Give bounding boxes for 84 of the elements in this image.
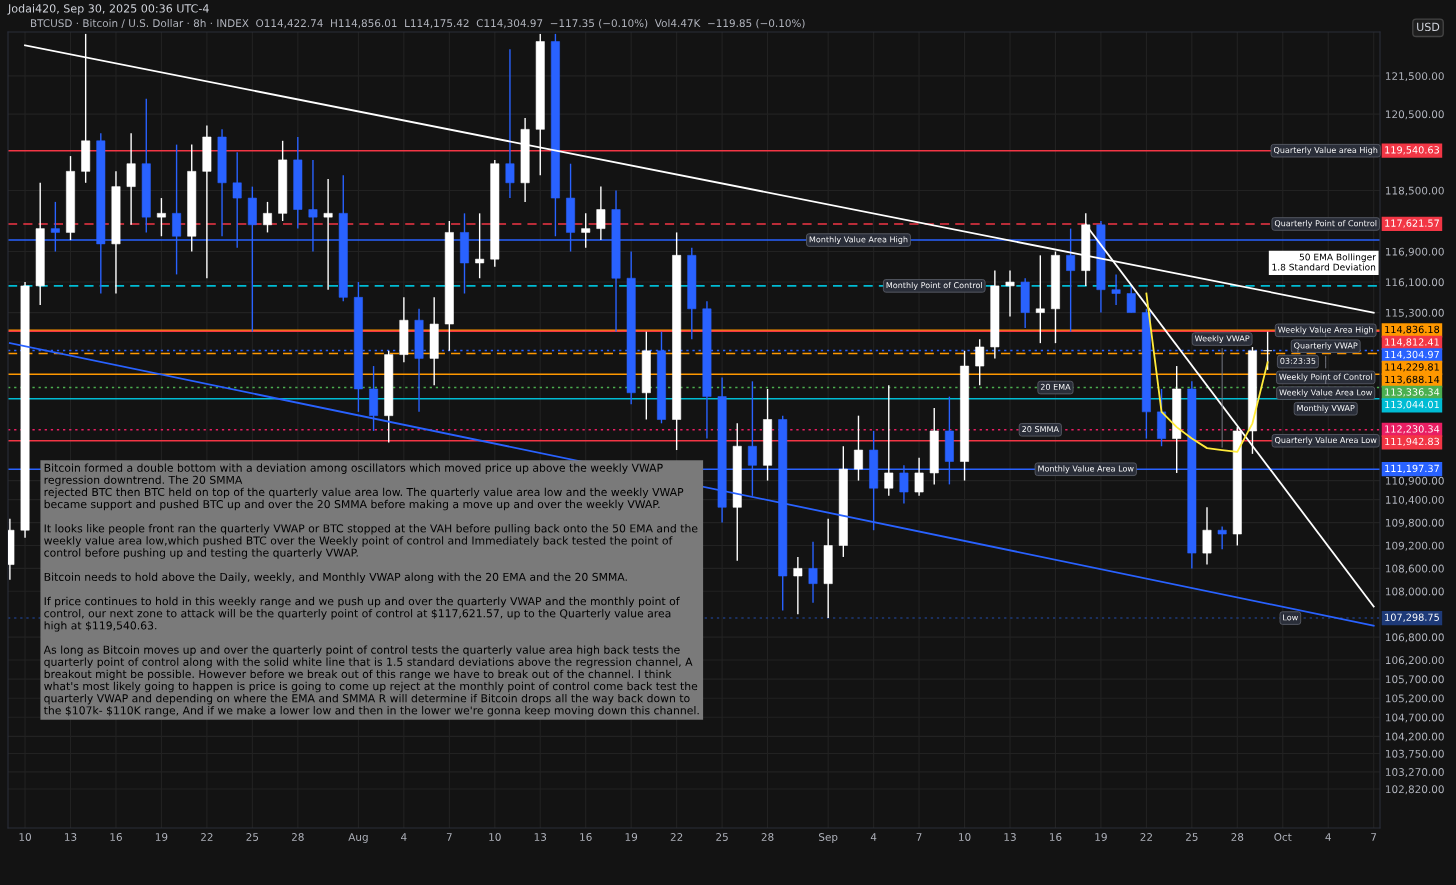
x-tick-label: 13 xyxy=(1004,833,1016,841)
ref-line-label: 117,621.57 xyxy=(1385,219,1439,228)
ref-line-label: 112,230.34 xyxy=(1385,425,1440,434)
ref-line-label: 113,688.14 xyxy=(1385,375,1440,385)
chart-title: BTCUSD · Bitcoin / U.S. Dollar · 8h · INDEX O114,422.74 H114,856.01 L114,175.42 C114,304.97 −117.35 (−0.10%) Vol4.47K −119.85 (−0.10%) xyxy=(31,19,805,29)
x-tick-label: Aug xyxy=(348,833,368,843)
x-tick-label: 4 xyxy=(401,833,407,841)
y-tick-label: 105,200.00 xyxy=(1386,694,1444,704)
x-tick-label: 19 xyxy=(625,833,638,841)
y-tick-label: 108,000.00 xyxy=(1386,587,1444,597)
y-tick-label: 110,400.00 xyxy=(1386,495,1444,505)
ref-line-label: 114,812.41 xyxy=(1385,338,1439,347)
ref-line-label: 114,304.97 xyxy=(1385,350,1439,360)
annotation: 50 EMA Bollinger 1.8 Standard Deviation xyxy=(1272,253,1376,271)
x-tick-label: 7 xyxy=(916,833,922,841)
y-tick-label: 116,100.00 xyxy=(1386,278,1444,288)
x-tick-label: 4 xyxy=(870,833,877,841)
annotation: Low xyxy=(1283,614,1298,621)
annotation: Quarterly Point of Control xyxy=(1274,220,1377,228)
x-tick-label: 10 xyxy=(489,833,501,841)
x-tick-label: 16 xyxy=(110,833,122,841)
annotation: Monthly Point of Control xyxy=(886,281,982,290)
x-tick-label: 16 xyxy=(580,833,592,841)
y-tick-label: 110,900.00 xyxy=(1386,476,1444,486)
annotation: Quarterly VWAP xyxy=(1294,342,1358,351)
ref-line-label: 114,229.81 xyxy=(1385,363,1439,372)
y-tick-label: 106,800.00 xyxy=(1386,633,1444,643)
x-tick-label: 7 xyxy=(1371,833,1377,841)
x-tick-label: 25 xyxy=(246,833,259,841)
y-tick-label: 120,500.00 xyxy=(1386,110,1444,120)
annotation: Quarterly Value Area Low xyxy=(1274,436,1377,445)
y-tick-label: 103,750.00 xyxy=(1386,749,1444,759)
y-tick-label: 105,700.00 xyxy=(1386,675,1444,685)
annotation: Monthly Value Area Low xyxy=(1038,465,1134,474)
x-tick-label: 28 xyxy=(1231,833,1244,841)
y-tick-label: 109,200.00 xyxy=(1386,541,1444,551)
y-tick-label: 108,600.00 xyxy=(1386,564,1444,574)
y-tick-label: 104,200.00 xyxy=(1386,732,1444,742)
x-tick-label: 25 xyxy=(1185,833,1198,841)
y-tick-label: 121,500.00 xyxy=(1386,72,1444,82)
x-tick-label: 13 xyxy=(534,833,547,841)
x-tick-label: Oct xyxy=(1274,833,1292,841)
ref-line-label: 119,540.63 xyxy=(1385,146,1439,155)
x-tick-label: 16 xyxy=(1049,833,1062,841)
x-tick-label: 7 xyxy=(446,833,452,841)
y-tick-label: 109,800.00 xyxy=(1386,518,1444,528)
x-tick-label: 28 xyxy=(761,833,774,841)
x-tick-label: 19 xyxy=(1095,833,1107,841)
x-tick-label: Sep xyxy=(819,833,838,843)
y-tick-label: 104,700.00 xyxy=(1386,713,1444,723)
ref-line-label: 113,336.34 xyxy=(1385,388,1440,397)
x-tick-label: 22 xyxy=(1140,833,1152,841)
x-tick-label: 10 xyxy=(959,833,971,841)
annotation: 03:23:35 xyxy=(1280,357,1316,364)
annotation: Monthly VWAP xyxy=(1297,404,1355,413)
text: Bitcoin formed a double bottom with a deviation among oscillators which moved price up above the weekly VWAP regression downtrend. The 20 SMMA rejected BTC then BTC held on top of the quarterly value area low. The quarterly value area low and the weekly VWAP became support and pushed BTC up and over the 20 SMMA before making a move up and over the weekly VWAP. It looks like people front ran the quarterly VWAP or BTC stopped at the VAH before pulling back onto the 50 EMA and the weekly value area low,which pushed BTC over the Weekly point of control and Immediately back tested the point of control before pushing up and testing the quarterly VWAP. Bitcoin needs to hold above the Daily, weekly, and Monthly VWAP along with the 20 EMA and the 20 SMMA. If price continues to hold in this weekly range and we push up and over the quarterly VWAP and the monthly point of control, our next zone to attack will be the quarterly point of control at $117,621.57, up to the Quarterly value area high at $119,540.63. As long as Bitcoin moves up and over the quarterly point of control tests the quarterly value area high back tests the quarterly point of control along with the solid white line that is 1.5 standard deviations above the regression channel, A breakout might be possible. However before we break out of this range we have to break out of the channel. I think what's most likely going to happen is price is going to come up reject at the monthly point of control come back test the quarterly VWAP and depending on where the EMA and SMMA R will determine if Bitcoin drops all the way back down to the $107k- $110K range, And if we make a lower low and then in the lower we're gonna keep moving down this channel. xyxy=(43,463,699,717)
ref-line-label: 113,044.01 xyxy=(1385,400,1439,410)
x-tick-label: 25 xyxy=(716,833,728,841)
y-tick-label: 115,300.00 xyxy=(1386,308,1444,318)
ref-line-label: 107,298.75 xyxy=(1385,613,1439,622)
annotation: 20 EMA xyxy=(1040,383,1071,390)
y-axis-title: USD xyxy=(1417,22,1440,32)
ref-line-label: 111,942.83 xyxy=(1385,437,1439,447)
x-tick-label: 19 xyxy=(155,833,168,841)
y-tick-label: 103,270.00 xyxy=(1386,768,1444,778)
annotation: Weekly Point of Control xyxy=(1279,373,1372,382)
annotation: Weekly Value Area Low xyxy=(1279,389,1372,398)
y-tick-label: 116,900.00 xyxy=(1386,247,1444,257)
ref-line-label: 111,197.37 xyxy=(1385,464,1439,474)
x-tick-label: 22 xyxy=(670,833,683,841)
annotation: Monthly Value Area High xyxy=(809,236,908,244)
annotation: Weekly VWAP xyxy=(1194,335,1250,343)
y-tick-label: 102,820.00 xyxy=(1386,785,1444,795)
x-tick-label: 13 xyxy=(65,833,77,841)
chart-subtitle: Jodai420, Sep 30, 2025 00:36 UTC-4 xyxy=(7,4,209,15)
x-tick-label: 10 xyxy=(19,833,31,841)
x-tick-label: 4 xyxy=(1325,833,1331,841)
y-tick-label: 118,500.00 xyxy=(1386,186,1444,196)
x-tick-label: 28 xyxy=(291,833,304,841)
annotation: 20 SMMA xyxy=(1022,426,1059,433)
annotation: Quarterly Value area High xyxy=(1273,146,1378,155)
ref-line-label: 114,836.18 xyxy=(1385,325,1440,335)
y-tick-label: 106,200.00 xyxy=(1386,656,1444,666)
x-tick-label: 22 xyxy=(201,833,213,841)
